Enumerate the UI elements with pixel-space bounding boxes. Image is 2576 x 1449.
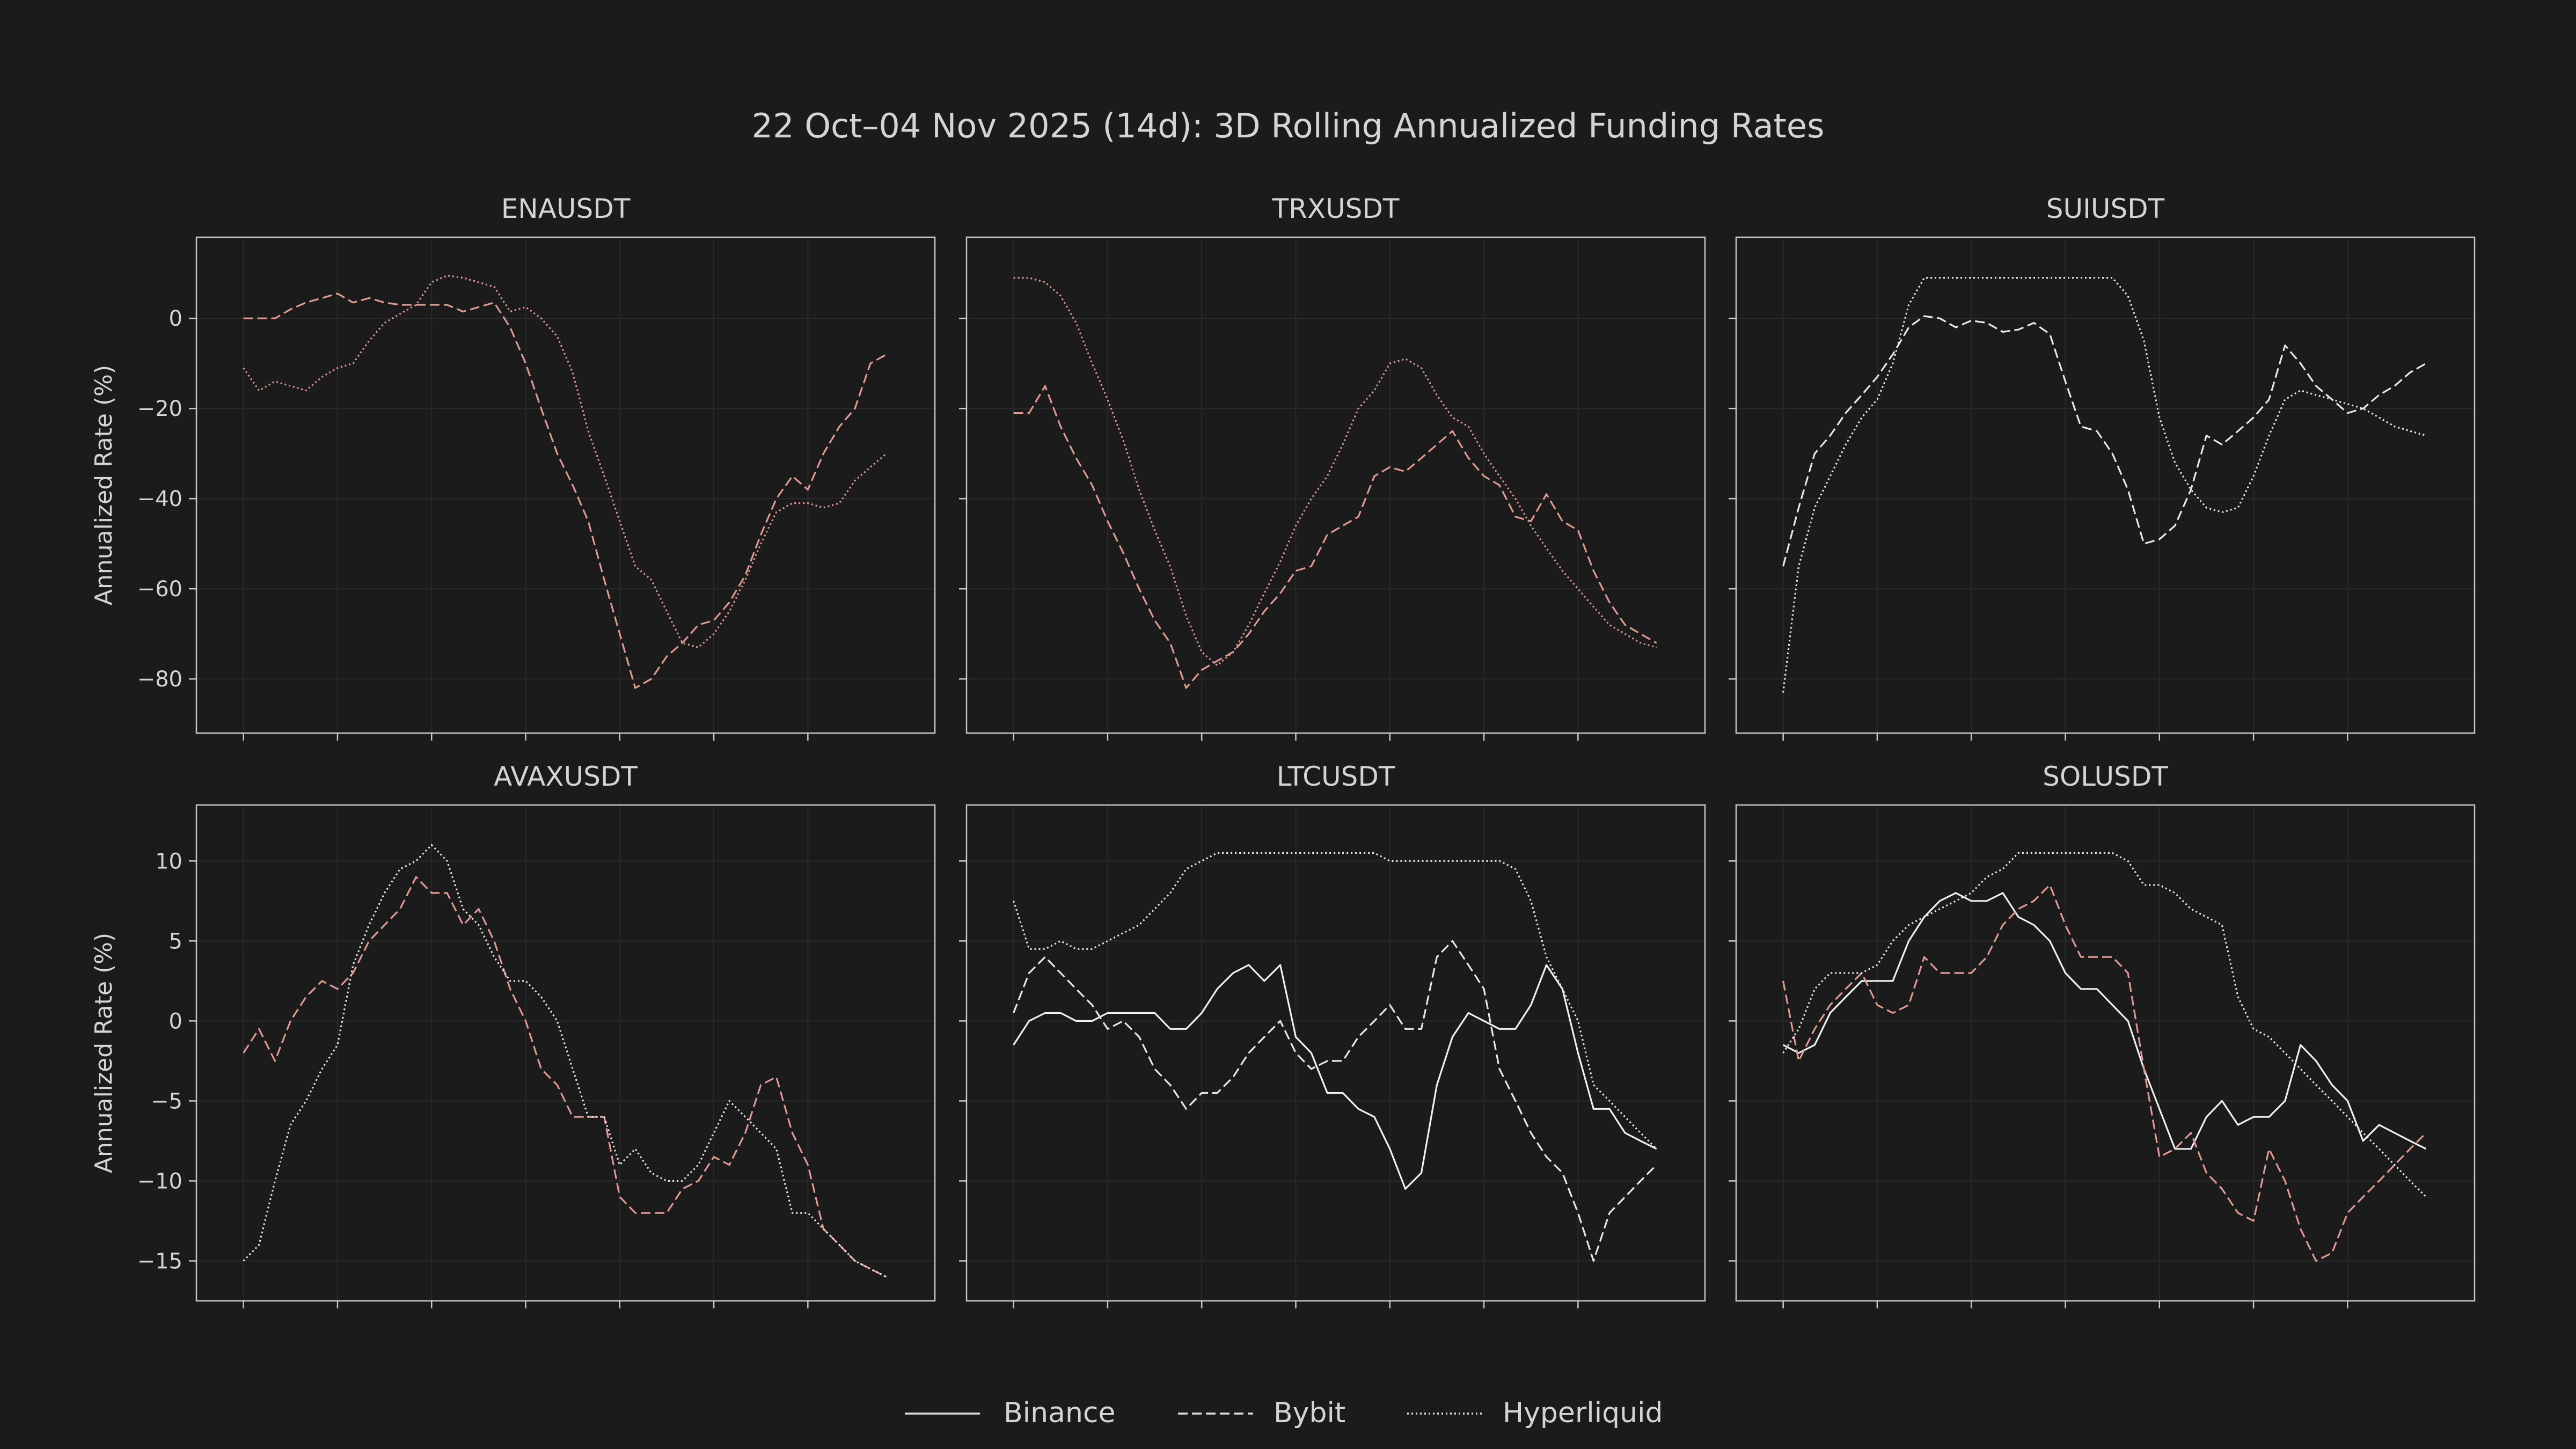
series-line-bybit [1782, 884, 2427, 1262]
legend: Binance Bybit Hyperliquid [905, 1397, 1663, 1429]
axes-frame [195, 236, 936, 734]
axes-frame [195, 804, 936, 1302]
legend-label-bybit: Bybit [1274, 1397, 1345, 1429]
series-line-hyperliquid [1013, 852, 1657, 1150]
y-tick-label: −20 [137, 397, 182, 421]
subplot-title: TRXUSDT [1272, 193, 1400, 224]
series-group [1013, 852, 1657, 1262]
subplot-title: AVAXUSDT [494, 761, 638, 792]
series-line-hyperliquid [243, 274, 887, 648]
axes-frame [1735, 236, 2476, 734]
series-group [243, 274, 887, 689]
axes-frame [965, 804, 1706, 1302]
series-line-bybit [1782, 315, 2427, 567]
grid [967, 805, 1705, 1301]
legend-label-hyperliquid: Hyperliquid [1503, 1397, 1663, 1429]
series-group [243, 844, 887, 1278]
series-line-binance [1013, 964, 1657, 1190]
series-line-bybit [1013, 940, 1657, 1262]
grid [1736, 805, 2475, 1301]
subplot-suiusdt: SUIUSDT [1729, 193, 2476, 741]
y-tick-label: −80 [137, 667, 182, 692]
series-group [1013, 277, 1657, 689]
series-line-hyperliquid [1013, 277, 1657, 667]
y-tick-label: 0 [169, 306, 182, 331]
legend-label-binance: Binance [1004, 1397, 1115, 1429]
y-axis-label: Annualized Rate (%) [90, 365, 118, 605]
grid [967, 237, 1705, 733]
figure-title: 22 Oct–04 Nov 2025 (14d): 3D Rolling Ann… [752, 106, 1825, 145]
y-tick-label: −15 [137, 1249, 182, 1274]
y-tick-label: −60 [137, 577, 182, 602]
series-line-bybit [243, 292, 887, 689]
y-tick-label: 10 [155, 849, 182, 874]
grid [196, 237, 935, 733]
series-line-bybit [1013, 385, 1657, 689]
series-line-bybit [243, 876, 887, 1278]
subplot-trxusdt: TRXUSDT [959, 193, 1706, 741]
y-tick-label: −10 [137, 1169, 182, 1194]
subplot-avaxusdt: 10 5 0 −5 −10 −15 AVAXUSDT Annualized Rate (%) [90, 761, 936, 1308]
subplot-title: LTCUSDT [1277, 761, 1395, 792]
subplot-title: SOLUSDT [2043, 761, 2168, 792]
subplot-enausdt: 0 −20 −40 −60 −80 ENAUSDT Annualized Rate (%) [90, 193, 936, 741]
subplot-grid: 0 −20 −40 −60 −80 ENAUSDT Annualized Rate (%) T… [90, 193, 2476, 1308]
y-tick-label: 5 [169, 929, 182, 954]
series-group [1782, 852, 2427, 1262]
subplot-title: ENAUSDT [501, 193, 631, 224]
axes-frame [1735, 804, 2476, 1302]
y-tick-label: 0 [169, 1009, 182, 1034]
y-axis-label: Annualized Rate (%) [90, 933, 118, 1173]
subplot-solusdt: SOLUSDT [1729, 761, 2476, 1308]
series-group [1782, 277, 2427, 693]
subplot-title: SUIUSDT [2046, 193, 2165, 224]
series-line-hyperliquid [1782, 852, 2427, 1198]
series-line-hyperliquid [243, 844, 887, 1278]
series-line-binance [1782, 892, 2427, 1150]
y-tick-label: −40 [137, 487, 182, 511]
axes-frame [965, 236, 1706, 734]
subplot-ltcusdt: LTCUSDT [959, 761, 1706, 1308]
grid [1736, 237, 2475, 733]
y-tick-label: −5 [151, 1089, 182, 1114]
